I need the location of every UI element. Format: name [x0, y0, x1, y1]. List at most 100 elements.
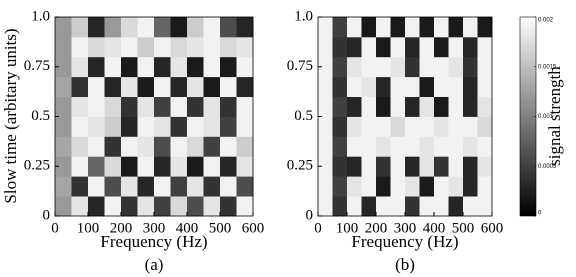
heatmap-cell — [236, 116, 254, 137]
heatmap-cell — [203, 36, 221, 58]
heatmap-cell — [55, 76, 72, 97]
heatmap-cell — [390, 76, 406, 97]
x-tick-label: 500 — [452, 220, 475, 236]
heatmap-cell — [347, 76, 362, 97]
heatmap-cell — [448, 156, 464, 177]
heatmap-cell — [419, 116, 435, 137]
x-tick-label: 100 — [77, 220, 100, 236]
y-tick-label: 0 — [43, 207, 51, 223]
x-tick-label: 600 — [481, 220, 504, 236]
heatmap-cell — [361, 56, 377, 78]
heatmap-cell — [121, 17, 138, 38]
heatmap-cell — [55, 136, 72, 157]
heatmap-cell — [376, 17, 391, 38]
heatmap-cell — [448, 76, 464, 97]
heatmap-cell — [477, 96, 493, 117]
heatmap-cell — [220, 196, 237, 217]
heatmap-cell — [419, 96, 435, 117]
heatmap-cell — [71, 176, 89, 197]
heatmap-cell — [71, 116, 89, 137]
heatmap-cell — [88, 36, 105, 58]
heatmap-cell — [121, 116, 138, 137]
heatmap-cell — [376, 196, 391, 217]
colorbar-tick-label: 0.0015 — [538, 64, 557, 70]
heatmap-cell — [88, 176, 105, 197]
heatmap-cell — [220, 76, 237, 97]
y-tick-label: 0.5 — [294, 108, 313, 124]
heatmap-cell — [332, 116, 348, 137]
heatmap-cell — [419, 136, 435, 157]
x-axis-label: Frequency (Hz) — [100, 232, 207, 251]
heatmap-cell — [187, 196, 204, 217]
heatmap-cell — [463, 36, 478, 58]
heatmap-cell — [405, 156, 420, 177]
heatmap-cell — [170, 36, 188, 58]
heatmap-cell — [376, 76, 391, 97]
heatmap-cell — [121, 76, 138, 97]
heatmap-cell — [170, 156, 188, 177]
heatmap-cell — [154, 176, 171, 197]
heatmap-cell — [347, 156, 362, 177]
heatmap-cell — [463, 56, 478, 78]
heatmap-cell — [55, 17, 72, 38]
heatmap-cell — [405, 196, 420, 217]
heatmap-cell — [434, 36, 449, 58]
x-tick-label: 400 — [176, 220, 199, 236]
heatmap-cell — [137, 116, 155, 137]
heatmap-cell — [121, 136, 138, 157]
heatmap-cell — [71, 136, 89, 157]
heatmap-cell — [405, 96, 420, 117]
heatmap-cell — [88, 156, 105, 177]
heatmap-cell — [236, 176, 254, 197]
heatmap-cell — [170, 17, 188, 38]
heatmap-cell — [104, 56, 122, 78]
y-tick-label: 0.5 — [31, 108, 50, 124]
heatmap-cell — [71, 17, 89, 38]
heatmap-cell — [88, 76, 105, 97]
heatmap-cell — [104, 176, 122, 197]
heatmap-cell — [390, 176, 406, 197]
colorbar-tick-label: 0.0005 — [538, 164, 557, 170]
heatmap-cell — [203, 56, 221, 78]
heatmap-cell — [376, 156, 391, 177]
heatmap-cell — [137, 96, 155, 117]
heatmap-cell — [347, 196, 362, 217]
colorbar-tick-label: 0.002 — [538, 18, 554, 24]
heatmap-cell — [434, 156, 449, 177]
heatmap-cell — [71, 76, 89, 97]
heatmap-cell — [88, 96, 105, 117]
heatmap-cell — [71, 156, 89, 177]
heatmap-cell — [203, 136, 221, 157]
y-axis-label: Slow time (arbitary units) — [1, 28, 20, 203]
heatmap-cell — [463, 116, 478, 137]
heatmap-cell — [376, 136, 391, 157]
heatmap-cell — [361, 36, 377, 58]
x-tick-label: 500 — [209, 220, 232, 236]
heatmap-cell — [236, 136, 254, 157]
heatmap-cell — [463, 156, 478, 177]
heatmap-cell — [376, 116, 391, 137]
heatmap-cell — [419, 56, 435, 78]
x-tick-label: 0 — [314, 220, 322, 236]
x-tick-label: 400 — [423, 220, 446, 236]
heatmap-cell — [137, 136, 155, 157]
heatmap-cell — [318, 156, 333, 177]
y-tick-label: 0.25 — [287, 158, 313, 174]
heatmap-cell — [318, 36, 333, 58]
heatmap-cell — [361, 17, 377, 38]
y-tick-label: 0.75 — [24, 58, 50, 74]
heatmap-cell — [236, 196, 254, 217]
heatmap-cell — [347, 136, 362, 157]
heatmap-cell — [361, 76, 377, 97]
heatmap-cell — [477, 56, 493, 78]
heatmap-cell — [419, 17, 435, 38]
y-tick-label: 0.25 — [24, 158, 50, 174]
heatmap-cell — [220, 136, 237, 157]
heatmap-cell — [170, 176, 188, 197]
heatmap-cell — [419, 76, 435, 97]
heatmap-cell — [434, 17, 449, 38]
heatmap-cell — [318, 196, 333, 217]
heatmap-cell — [347, 116, 362, 137]
heatmap-cell — [236, 36, 254, 58]
